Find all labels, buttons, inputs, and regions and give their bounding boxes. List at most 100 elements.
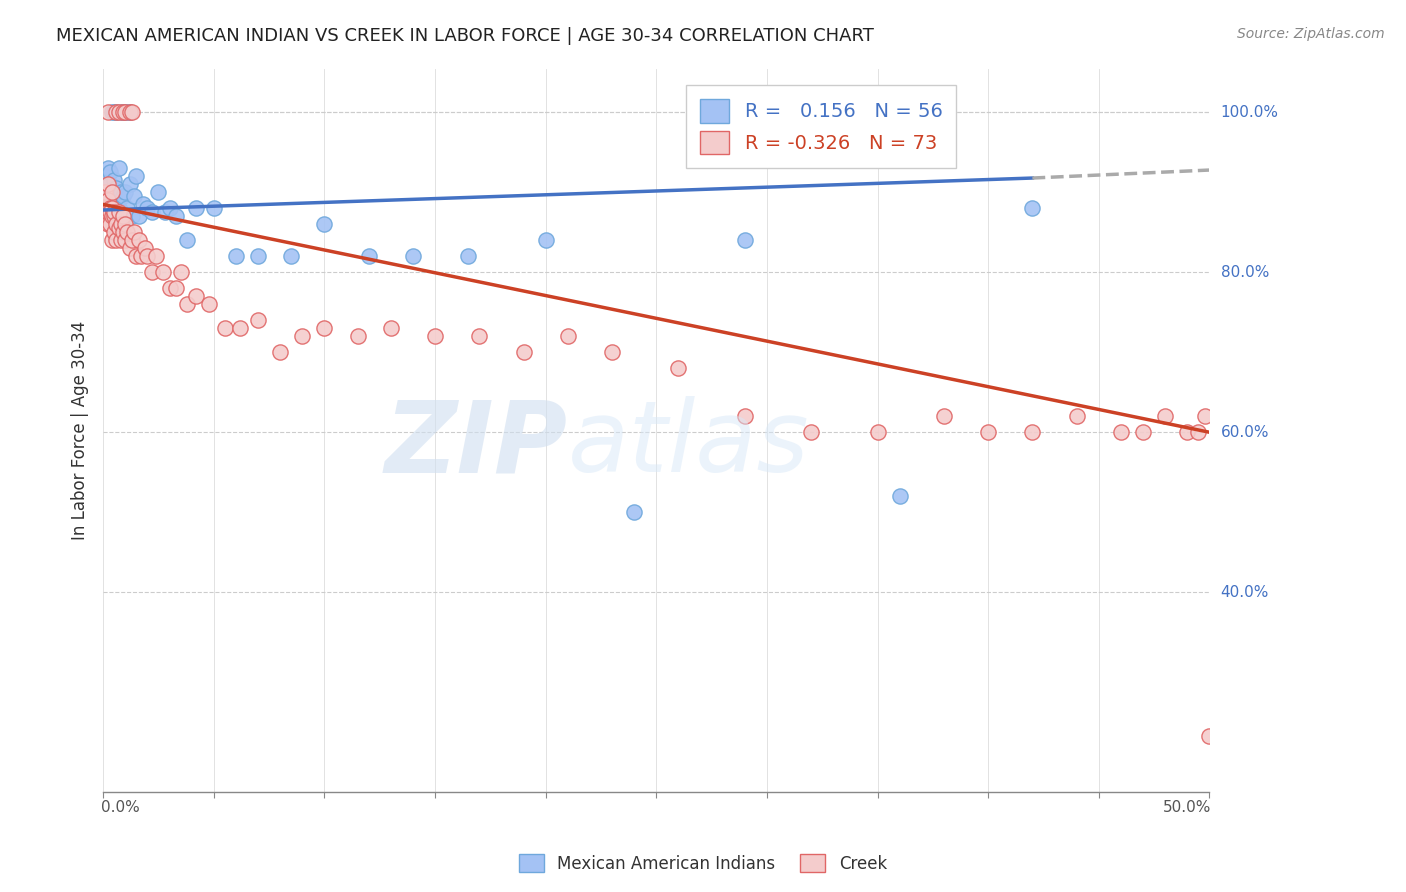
Point: [101, 233, 124, 247]
Point: [112, 226, 135, 240]
Point: [96, 205, 118, 219]
Point: [112, 218, 135, 232]
Point: [623, 505, 645, 519]
Point: [96, 161, 118, 176]
Point: [105, 202, 128, 216]
Point: [225, 249, 247, 263]
Point: [101, 105, 124, 120]
Point: [114, 105, 136, 120]
Text: Source: ZipAtlas.com: Source: ZipAtlas.com: [1237, 27, 1385, 41]
Point: [136, 249, 159, 263]
Point: [1066, 409, 1088, 424]
Point: [184, 289, 207, 303]
Point: [94, 197, 117, 211]
Point: [176, 233, 198, 247]
Point: [1154, 409, 1177, 424]
Point: [114, 233, 136, 247]
Point: [122, 226, 145, 240]
Point: [117, 202, 139, 216]
Point: [148, 186, 170, 200]
Point: [103, 210, 125, 224]
Point: [889, 489, 911, 503]
Point: [96, 194, 118, 208]
Point: [977, 425, 1000, 440]
Point: [159, 281, 181, 295]
Point: [457, 249, 479, 263]
Point: [98, 205, 121, 219]
Point: [346, 329, 368, 343]
Point: [112, 189, 135, 203]
Point: [94, 202, 117, 216]
Point: [125, 249, 148, 263]
Point: [98, 178, 121, 192]
Point: [103, 205, 125, 219]
Point: [198, 297, 221, 311]
Point: [800, 105, 823, 120]
Point: [94, 186, 117, 200]
Point: [107, 205, 129, 219]
Legend: R =   0.156   N = 56, R = -0.326   N = 73: R = 0.156 N = 56, R = -0.326 N = 73: [686, 86, 956, 168]
Point: [734, 409, 756, 424]
Point: [98, 189, 121, 203]
Point: [105, 233, 128, 247]
Point: [800, 425, 823, 440]
Point: [118, 105, 141, 120]
Point: [110, 205, 132, 219]
Point: [141, 265, 163, 279]
Point: [247, 313, 270, 327]
Point: [105, 181, 128, 195]
Point: [112, 105, 135, 120]
Point: [110, 186, 132, 200]
Point: [534, 233, 557, 247]
Point: [600, 345, 623, 359]
Point: [118, 241, 141, 255]
Point: [666, 361, 689, 376]
Point: [1132, 425, 1154, 440]
Point: [101, 210, 124, 224]
Text: 50.0%: 50.0%: [1163, 800, 1212, 815]
Point: [105, 218, 128, 232]
Point: [1194, 409, 1216, 424]
Text: 100.0%: 100.0%: [1220, 105, 1278, 120]
Point: [1021, 425, 1043, 440]
Point: [159, 202, 181, 216]
Point: [96, 178, 118, 192]
Point: [121, 210, 143, 224]
Point: [96, 202, 118, 216]
Point: [96, 178, 118, 192]
Point: [169, 265, 191, 279]
Point: [314, 218, 336, 232]
Point: [423, 329, 446, 343]
Point: [110, 105, 132, 120]
Point: [94, 186, 117, 200]
Point: [141, 205, 163, 219]
Point: [96, 218, 118, 232]
Point: [866, 425, 889, 440]
Point: [136, 202, 159, 216]
Text: 60.0%: 60.0%: [1220, 425, 1270, 440]
Point: [117, 226, 139, 240]
Point: [734, 233, 756, 247]
Point: [184, 202, 207, 216]
Point: [165, 281, 187, 295]
Point: [114, 186, 136, 200]
Point: [98, 218, 121, 232]
Point: [152, 265, 174, 279]
Point: [118, 178, 141, 192]
Point: [129, 249, 152, 263]
Point: [247, 249, 270, 263]
Point: [214, 321, 236, 335]
Point: [96, 105, 118, 120]
Point: [1175, 425, 1198, 440]
Point: [121, 105, 143, 120]
Point: [101, 202, 124, 216]
Point: [380, 321, 402, 335]
Point: [101, 202, 124, 216]
Point: [103, 226, 125, 240]
Point: [121, 233, 143, 247]
Point: [103, 210, 125, 224]
Point: [112, 210, 135, 224]
Point: [145, 249, 167, 263]
Point: [132, 197, 155, 211]
Point: [122, 189, 145, 203]
